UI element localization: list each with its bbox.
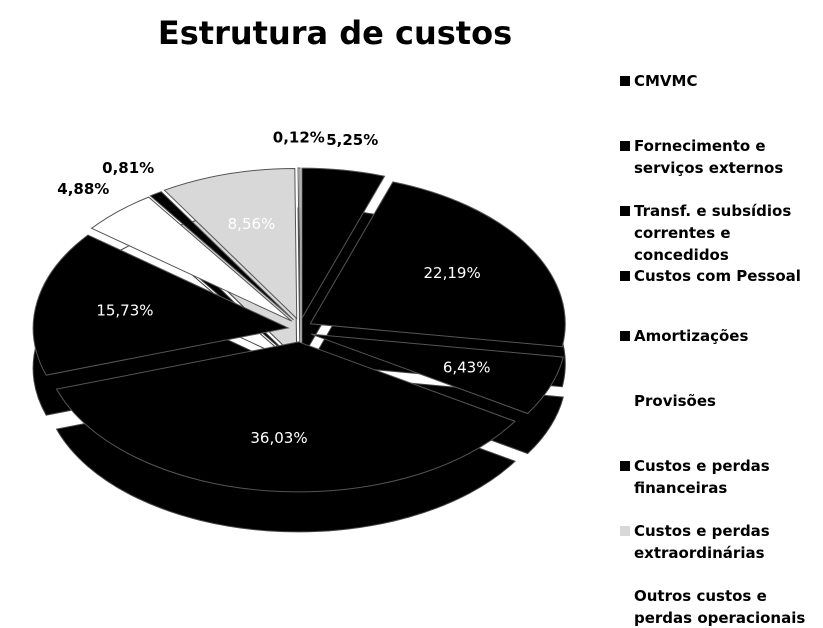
legend-item: Amortizações [620,325,820,347]
slice [90,196,293,322]
data-label: 0,12% [273,129,325,147]
legend-item: Transf. e subsídios correntes e concedid… [620,200,820,266]
chart: Estrutura de custos 5,25% 22,19% 6,43% 36,0… [32,14,566,533]
legend-item: Custos com Pessoal [620,265,820,287]
data-label: 8,56% [228,215,276,233]
data-label: 6,43% [443,359,491,377]
legend-item: CMVMC [620,70,820,92]
slice [55,341,516,493]
legend-swatch [620,396,630,406]
legend-swatch [620,526,630,536]
data-label: 15,73% [96,302,153,320]
legend-swatch [620,271,630,281]
slice [301,167,386,321]
legend-swatch [620,141,630,151]
slice [163,167,298,320]
legend-swatch [620,461,630,471]
slice [149,191,294,321]
legend-swatch [620,206,630,216]
data-label: 5,25% [326,131,378,149]
legend-label: CMVMC [634,72,698,90]
data-label: 4,88% [57,180,109,198]
legend-label: Provisões [634,392,716,410]
legend-label: Custos com Pessoal [634,267,801,285]
legend-label: Transf. e subsídios correntes e concedid… [634,202,792,264]
legend-swatch [620,76,630,86]
chart-title: Estrutura de custos [158,14,512,52]
legend-label: Custos e perdas extraordinárias [634,522,770,562]
legend-item: Outros custos e perdas operacionais [620,585,820,628]
legend-item: Fornecimento e serviços externos [620,135,820,179]
slice [309,181,566,348]
legend-swatch [620,591,630,601]
legend-item: Provisões [620,390,820,412]
slice [32,234,290,376]
legend-label: Outros custos e perdas operacionais [634,587,806,627]
data-label: 0,81% [102,159,154,177]
data-label: 22,19% [424,264,481,282]
legend-item: Custos e perdas extraordinárias [620,520,820,564]
slice [297,167,301,319]
slice [311,333,564,415]
data-label: 36,03% [250,429,307,447]
legend-item: Custos e perdas financeiras [620,455,820,499]
legend-label: Custos e perdas financeiras [634,457,770,497]
legend-swatch [620,331,630,341]
legend-label: Fornecimento e serviços externos [634,137,784,177]
legend-label: Amortizações [634,327,749,345]
